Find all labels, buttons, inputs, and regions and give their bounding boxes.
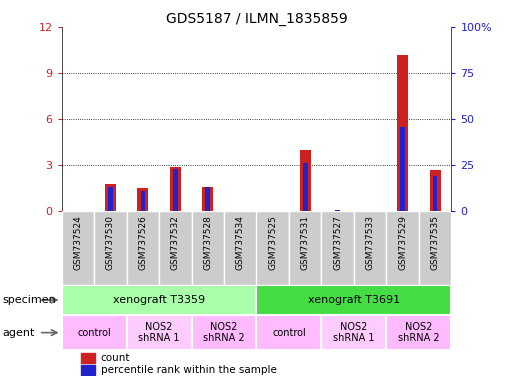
Bar (336, 210, 340, 212)
Bar (397, 55, 408, 212)
Text: GSM737526: GSM737526 (139, 215, 147, 270)
Bar (170, 167, 181, 212)
Bar (256, 212, 289, 285)
Bar (300, 150, 311, 212)
Bar (137, 189, 148, 212)
Text: GSM737528: GSM737528 (203, 215, 212, 270)
Bar (429, 170, 441, 212)
Text: count: count (101, 353, 130, 363)
Bar (289, 212, 322, 285)
Text: NOS2
shRNA 1: NOS2 shRNA 1 (333, 322, 374, 343)
Bar (127, 212, 159, 285)
Bar (303, 164, 307, 212)
Text: GSM737535: GSM737535 (431, 215, 440, 270)
Bar (141, 191, 145, 212)
Text: GSM737527: GSM737527 (333, 215, 342, 270)
Bar (191, 315, 256, 351)
Bar (322, 315, 386, 351)
Bar (62, 285, 256, 315)
Bar (81, 365, 95, 375)
Bar (105, 184, 116, 212)
Bar (224, 212, 256, 285)
Bar (322, 212, 354, 285)
Title: GDS5187 / ILMN_1835859: GDS5187 / ILMN_1835859 (166, 12, 347, 26)
Text: agent: agent (3, 328, 35, 338)
Text: xenograft T3691: xenograft T3691 (308, 295, 400, 305)
Bar (62, 212, 94, 285)
Text: GSM737531: GSM737531 (301, 215, 310, 270)
Text: GSM737525: GSM737525 (268, 215, 277, 270)
Text: GSM737530: GSM737530 (106, 215, 115, 270)
Bar (401, 127, 405, 212)
Bar (81, 353, 95, 363)
Bar (354, 212, 386, 285)
Text: NOS2
shRNA 1: NOS2 shRNA 1 (139, 322, 180, 343)
Bar (386, 212, 419, 285)
Text: GSM737529: GSM737529 (398, 215, 407, 270)
Bar (386, 315, 451, 351)
Bar (127, 315, 191, 351)
Text: NOS2
shRNA 2: NOS2 shRNA 2 (398, 322, 440, 343)
Bar (433, 176, 438, 212)
Bar (202, 187, 213, 212)
Text: GSM737534: GSM737534 (236, 215, 245, 270)
Text: GSM737524: GSM737524 (73, 215, 82, 270)
Text: percentile rank within the sample: percentile rank within the sample (101, 365, 277, 375)
Bar (256, 315, 322, 351)
Text: GSM737533: GSM737533 (366, 215, 374, 270)
Text: control: control (272, 328, 306, 338)
Text: GSM737532: GSM737532 (171, 215, 180, 270)
Bar (159, 212, 191, 285)
Bar (94, 212, 127, 285)
Text: control: control (77, 328, 111, 338)
Text: xenograft T3359: xenograft T3359 (113, 295, 205, 305)
Bar (256, 285, 451, 315)
Text: specimen: specimen (3, 295, 56, 305)
Bar (206, 187, 210, 212)
Bar (173, 169, 177, 212)
Bar (108, 187, 112, 212)
Bar (62, 315, 127, 351)
Bar (419, 212, 451, 285)
Text: NOS2
shRNA 2: NOS2 shRNA 2 (203, 322, 245, 343)
Bar (191, 212, 224, 285)
